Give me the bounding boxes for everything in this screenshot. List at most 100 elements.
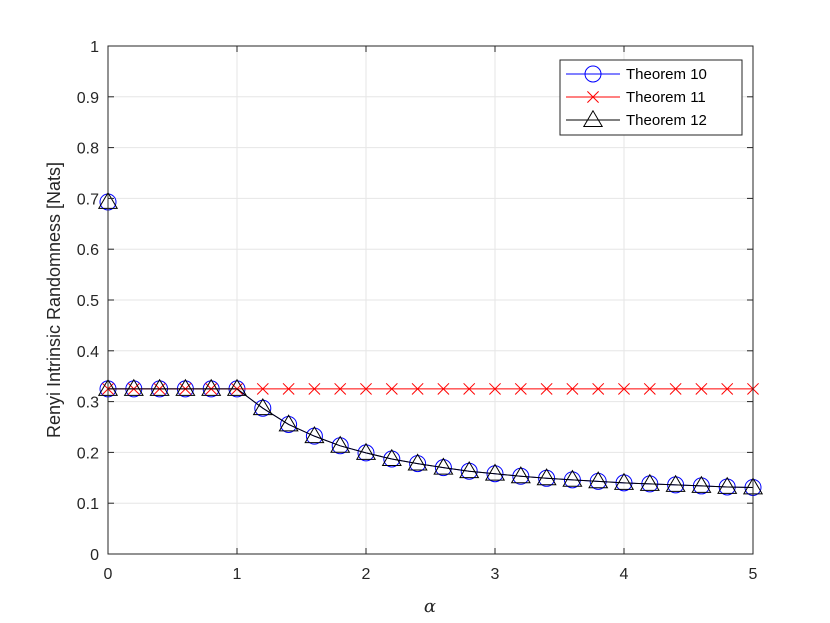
data-point-marker-stroke xyxy=(256,382,269,395)
data-point-marker-stroke xyxy=(334,382,347,395)
data-point-marker xyxy=(256,382,269,395)
data-point-marker xyxy=(669,382,682,395)
data-point-marker xyxy=(643,382,656,395)
grid-lines xyxy=(107,45,754,555)
data-point-marker-stroke xyxy=(411,382,424,395)
data-point-marker xyxy=(489,382,501,395)
data-point-marker-stroke xyxy=(463,382,476,395)
data-point-marker-stroke xyxy=(489,382,501,395)
legend-label: Theorem 11 xyxy=(626,89,706,106)
y-tick-label: 0 xyxy=(90,547,99,564)
x-tick-label: 5 xyxy=(749,566,758,583)
data-point-marker xyxy=(383,450,401,468)
data-point-marker xyxy=(305,427,323,445)
data-point-marker xyxy=(330,435,351,453)
data-point-marker xyxy=(514,382,527,395)
data-point-marker xyxy=(409,455,427,473)
y-axis-label: Renyi Intrinsic Randomness [Nats] xyxy=(44,162,64,438)
data-point-marker xyxy=(282,382,295,395)
data-point-marker-stroke xyxy=(308,382,321,395)
series-line xyxy=(107,201,754,488)
legend-marker xyxy=(582,109,604,127)
data-point-marker xyxy=(434,459,452,477)
legend-entry: Theorem 11 xyxy=(566,89,706,106)
data-point-marker xyxy=(360,382,372,395)
y-tick-label: 0.9 xyxy=(77,90,99,107)
y-tick-label: 0.8 xyxy=(77,141,99,158)
data-point-marker xyxy=(592,382,605,395)
data-point-marker xyxy=(308,382,321,395)
data-point-marker xyxy=(566,382,579,395)
data-point-marker xyxy=(510,466,531,484)
data-point-marker xyxy=(334,382,347,395)
x-axis-label: α xyxy=(424,596,436,617)
data-point-marker xyxy=(437,382,450,395)
data-point-marker-stroke xyxy=(437,382,450,395)
data-point-marker xyxy=(123,378,144,396)
data-point-marker xyxy=(357,444,375,462)
x-tick-label: 1 xyxy=(233,566,242,583)
legend-entry: Theorem 12 xyxy=(566,109,707,129)
data-point-marker xyxy=(721,382,734,395)
y-tick-label: 0.2 xyxy=(77,445,99,462)
legend-entry: Theorem 10 xyxy=(566,65,707,83)
data-point-marker-stroke xyxy=(282,382,295,395)
data-point-marker xyxy=(540,382,553,395)
data-point-marker xyxy=(385,382,398,395)
data-point-marker-stroke xyxy=(385,382,398,395)
data-point-marker xyxy=(463,382,476,395)
y-tick-label: 1 xyxy=(90,39,99,56)
x-tick-label: 0 xyxy=(104,566,113,583)
legend-label: Theorem 12 xyxy=(626,112,707,129)
data-point-marker-stroke xyxy=(360,382,372,395)
data-point-marker xyxy=(639,473,660,491)
data-point-marker-stroke xyxy=(618,382,630,395)
data-point-marker xyxy=(562,469,583,487)
legend-marker-stroke xyxy=(587,91,599,103)
y-tick-label: 0.5 xyxy=(77,293,99,310)
data-point-marker xyxy=(149,378,170,396)
data-point-marker xyxy=(484,463,506,481)
legend-marker xyxy=(587,91,599,103)
x-tick-label: 2 xyxy=(362,566,371,583)
data-point-marker xyxy=(381,448,402,466)
series-theorem-12 xyxy=(97,191,764,495)
data-point-marker-stroke xyxy=(540,382,553,395)
data-point-marker xyxy=(407,453,428,471)
data-point-marker xyxy=(665,474,686,492)
y-tick-label: 0.6 xyxy=(77,242,99,259)
legend-label: Theorem 10 xyxy=(626,66,707,83)
data-point-marker xyxy=(355,442,377,460)
data-point-marker xyxy=(691,475,712,493)
data-point-marker xyxy=(280,415,298,433)
data-point-marker-stroke xyxy=(566,382,579,395)
data-point-marker xyxy=(512,467,530,485)
data-point-marker xyxy=(175,378,196,396)
data-point-marker xyxy=(226,378,248,396)
data-point-marker xyxy=(618,382,630,395)
data-point-marker xyxy=(486,465,504,483)
data-point-marker-stroke xyxy=(514,382,527,395)
data-point-marker xyxy=(695,382,708,395)
data-point-marker xyxy=(254,399,272,417)
x-tick-label: 4 xyxy=(620,566,629,583)
data-point-marker-stroke xyxy=(592,382,605,395)
data-point-marker-stroke xyxy=(643,382,656,395)
y-tick-label: 0.4 xyxy=(77,344,99,361)
data-point-marker-stroke xyxy=(669,382,682,395)
y-tick-label: 0.1 xyxy=(77,496,99,513)
data-point-marker xyxy=(252,398,273,416)
data-point-marker xyxy=(433,457,454,475)
y-tick-label: 0.7 xyxy=(77,191,99,208)
series-layer xyxy=(97,46,764,496)
data-point-marker xyxy=(536,468,557,486)
data-point-marker xyxy=(717,476,738,494)
data-point-marker xyxy=(331,437,349,455)
legend: Theorem 10 Theorem 11 Theorem 12 xyxy=(559,59,743,136)
x-tick-label: 3 xyxy=(491,566,500,583)
data-point-marker xyxy=(278,414,299,432)
data-point-marker-stroke xyxy=(721,382,734,395)
data-point-marker xyxy=(459,461,480,479)
data-point-marker xyxy=(460,462,478,480)
